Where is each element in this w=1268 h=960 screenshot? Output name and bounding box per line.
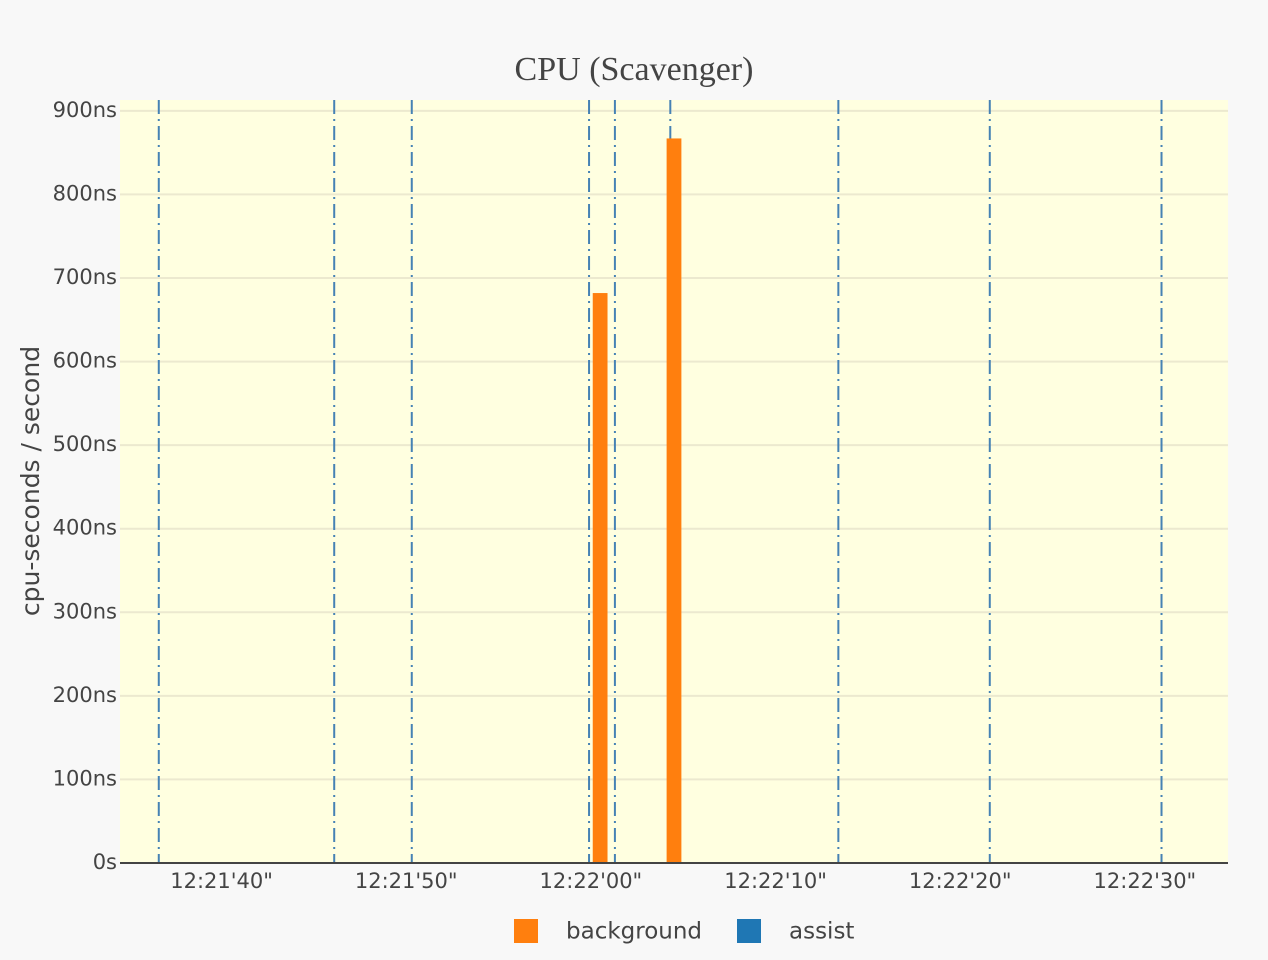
y-tick-label: 600ns [53,349,117,373]
bar [592,293,608,863]
y-tick-label: 700ns [53,265,117,289]
legend-label: background [566,919,702,945]
legend-swatch [737,919,761,943]
x-tick-label: 12:22'30" [1094,869,1197,893]
y-tick-label: 400ns [53,516,117,540]
x-tick-label: 12:21'40" [170,869,273,893]
y-tick-label: 500ns [53,432,117,456]
x-tick-label: 12:22'10" [724,869,827,893]
x-tick-label: 12:21'50" [355,869,458,893]
y-tick-label: 900ns [53,98,117,122]
y-axis-label: cpu-seconds / second [16,346,45,616]
x-tick-label: 12:22'20" [909,869,1012,893]
legend-swatch [514,919,538,943]
y-tick-label: 800ns [53,181,117,205]
bar [666,138,682,863]
y-tick-label: 200ns [53,683,117,707]
x-tick-label: 12:22'00" [540,869,643,893]
legend-label: assist [789,919,854,945]
y-tick-label: 300ns [53,599,117,623]
chart-title: CPU (Scavenger) [515,51,754,88]
y-tick-label: 100ns [53,766,117,790]
y-tick-label: 0s [93,850,117,874]
